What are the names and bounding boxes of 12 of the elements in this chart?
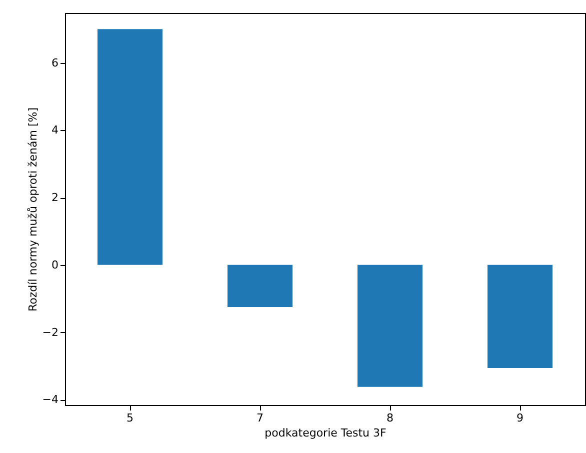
y-axis-title: Rozdíl normy mužů oproti ženám [%]: [26, 107, 40, 312]
x-tick-label: 9: [516, 412, 524, 424]
y-tick-label: 4: [52, 124, 58, 137]
y-tick-label: 2: [52, 191, 58, 204]
y-tick-label: 6: [52, 56, 58, 70]
x-tick-label: 7: [256, 412, 264, 424]
x-tick-label: 8: [386, 412, 394, 424]
y-tick-label: −4: [42, 393, 58, 406]
x-axis-title: podkategorie Testu 3F: [264, 426, 386, 440]
y-tick-label: 0: [52, 258, 58, 272]
x-tick-label: 5: [126, 412, 134, 424]
y-tick-label: −2: [42, 326, 58, 339]
